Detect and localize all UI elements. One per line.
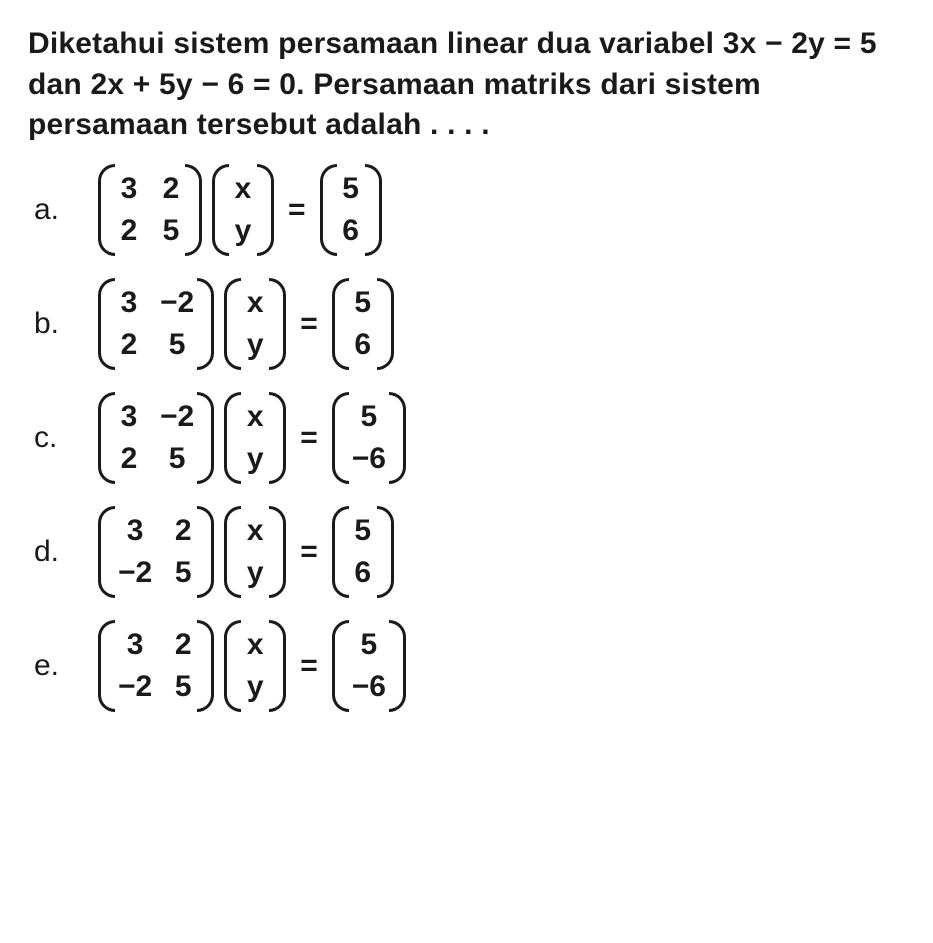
cell: 2 (118, 442, 140, 476)
cell: y (244, 670, 266, 704)
matrix-B: 5 −6 (330, 392, 408, 484)
matrix-equation: 3 −2 2 5 x y = 5 −6 (96, 392, 408, 484)
cell: 5 (172, 670, 194, 704)
cell: y (244, 556, 266, 590)
cell: x (232, 172, 254, 206)
equals-sign: = (294, 649, 324, 683)
cell: 3 (118, 400, 140, 434)
matrix-X: x y (222, 278, 288, 370)
cell: −2 (160, 286, 194, 320)
option-d: d. 3 2 −2 5 x y = (34, 506, 905, 598)
cell: x (244, 286, 266, 320)
matrix-B: 5 −6 (330, 620, 408, 712)
cell: 5 (352, 514, 374, 548)
matrix-B: 5 6 (318, 164, 384, 256)
option-b: b. 3 −2 2 5 x y = (34, 278, 905, 370)
cell: −2 (160, 400, 194, 434)
cell: 5 (352, 400, 386, 434)
cell: 5 (172, 556, 194, 590)
cell: 3 (118, 514, 152, 548)
equals-sign: = (294, 535, 324, 569)
cell: 5 (340, 172, 362, 206)
option-a: a. 3 2 2 5 x y = (34, 164, 905, 256)
cell: 2 (172, 628, 194, 662)
cell: 3 (118, 172, 140, 206)
matrix-X: x y (222, 506, 288, 598)
matrix-X: x y (222, 620, 288, 712)
cell: −2 (118, 670, 152, 704)
matrix-X: x y (222, 392, 288, 484)
matrix-X: x y (210, 164, 276, 256)
cell: 2 (118, 214, 140, 248)
matrix-A: 3 2 −2 5 (96, 620, 216, 712)
cell: 5 (352, 286, 374, 320)
cell: x (244, 514, 266, 548)
option-label: b. (34, 307, 68, 341)
matrix-equation: 3 2 2 5 x y = 5 6 (96, 164, 384, 256)
cell: x (244, 400, 266, 434)
option-label: a. (34, 193, 68, 227)
matrix-equation: 3 2 −2 5 x y = 5 6 (96, 506, 396, 598)
matrix-B: 5 6 (330, 278, 396, 370)
option-c: c. 3 −2 2 5 x y = (34, 392, 905, 484)
cell: −2 (118, 556, 152, 590)
matrix-A: 3 2 2 5 (96, 164, 204, 256)
equals-sign: = (294, 307, 324, 341)
cell: 2 (118, 328, 140, 362)
cell: 3 (118, 628, 152, 662)
cell: 5 (160, 214, 182, 248)
options-list: a. 3 2 2 5 x y = (28, 164, 905, 712)
matrix-A: 3 −2 2 5 (96, 392, 216, 484)
cell: −6 (352, 670, 386, 704)
cell: 2 (160, 172, 182, 206)
cell: −6 (352, 442, 386, 476)
cell: y (244, 442, 266, 476)
cell: 5 (160, 328, 194, 362)
option-label: c. (34, 421, 68, 455)
cell: 6 (352, 556, 374, 590)
equals-sign: = (294, 421, 324, 455)
cell: 6 (352, 328, 374, 362)
equals-sign: = (282, 193, 312, 227)
matrix-equation: 3 −2 2 5 x y = 5 6 (96, 278, 396, 370)
cell: 3 (118, 286, 140, 320)
cell: 6 (340, 214, 362, 248)
option-e: e. 3 2 −2 5 x y = (34, 620, 905, 712)
question-text: Diketahui sistem persamaan linear dua va… (28, 24, 905, 146)
cell: 5 (352, 628, 386, 662)
matrix-A: 3 −2 2 5 (96, 278, 216, 370)
option-label: d. (34, 535, 68, 569)
cell: 5 (160, 442, 194, 476)
option-label: e. (34, 649, 68, 683)
cell: y (232, 214, 254, 248)
cell: x (244, 628, 266, 662)
matrix-A: 3 2 −2 5 (96, 506, 216, 598)
matrix-equation: 3 2 −2 5 x y = 5 −6 (96, 620, 408, 712)
cell: y (244, 328, 266, 362)
matrix-B: 5 6 (330, 506, 396, 598)
cell: 2 (172, 514, 194, 548)
